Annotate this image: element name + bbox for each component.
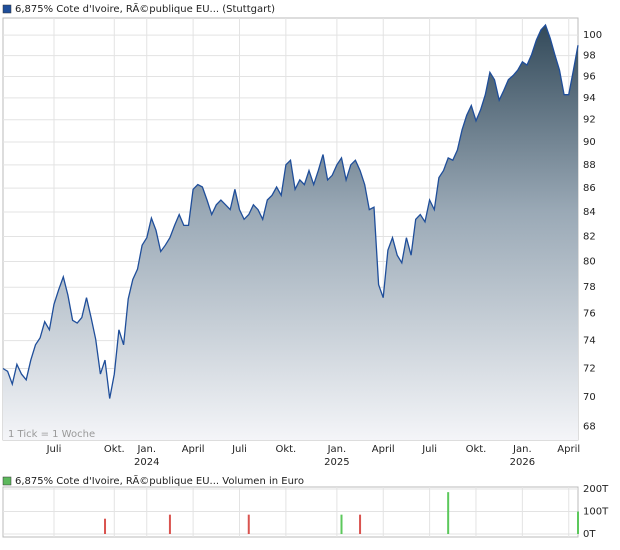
y-tick-label: 90 [583,137,596,148]
y-tick-label: 70 [583,392,596,403]
line [2,23,579,399]
x-year-label: 2024 [134,457,159,468]
x-tick-label: Juli [231,444,247,455]
y-tick-label: 86 [583,183,596,194]
x-tick-label: Jan. [327,444,347,455]
y-tick-label: 80 [583,257,596,268]
x-year-label: 2025 [324,457,349,468]
x-tick-label: Jan. [512,444,532,455]
y-tick-label: 92 [583,115,596,126]
legend-swatch [2,476,12,486]
y-tick-label: 96 [583,72,596,83]
x-tick-label: Juli [46,444,62,455]
area [3,25,578,440]
y-tick-label: 76 [583,309,596,320]
x-tick-label: Juli [421,444,437,455]
x-tick-label: April [182,444,205,455]
y-tick-label: 200T [583,484,609,495]
y-tick-label: 88 [583,160,596,171]
y-tick-label: 74 [583,336,596,347]
y-tick-label: 84 [583,207,596,218]
x-tick-label: April [557,444,580,455]
x-tick-label: April [372,444,395,455]
y-tick-label: 82 [583,231,596,242]
x-tick-label: Okt. [104,444,125,455]
y-tick-label: 72 [583,363,596,374]
y-tick-label: 68 [583,421,596,432]
y-tick-label: 78 [583,282,596,293]
note: 1 Tick = 1 Woche [8,429,95,440]
y-tick-label: 98 [583,51,596,62]
x-tick-label: Okt. [466,444,487,455]
legend-label: 6,875% Cote d'Ivoire, RÃ©publique EU... … [15,2,275,15]
y-tick-label: 100 [583,30,602,41]
x-tick-label: Okt. [275,444,296,455]
y-tick-label: 0T [583,529,596,540]
y-tick-label: 100T [583,507,609,518]
legend-swatch [2,4,12,14]
x-tick-label: Jan. [136,444,156,455]
y-tick-label: 94 [583,93,596,104]
x-year-label: 2026 [510,457,535,468]
legend-label: 6,875% Cote d'Ivoire, RÃ©publique EU... … [15,474,304,487]
